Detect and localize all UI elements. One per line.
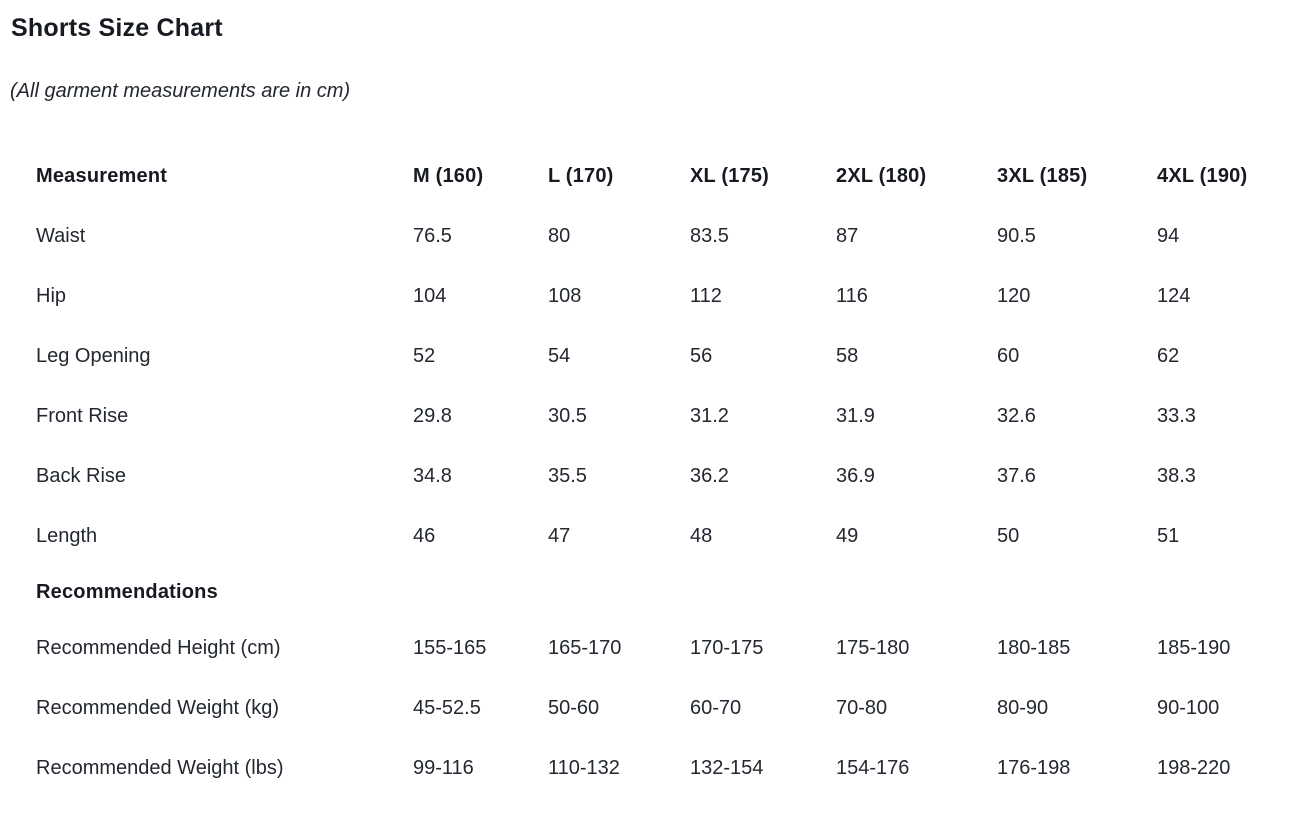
cell-value: 58 bbox=[836, 345, 859, 367]
cell-value: 46 bbox=[413, 525, 436, 547]
cell-value: 165-170 bbox=[548, 637, 622, 659]
cell-value: 47 bbox=[548, 525, 571, 547]
row-label: Back Rise bbox=[36, 465, 127, 487]
column-header-measurement: Measurement bbox=[36, 165, 168, 187]
cell-value: 62 bbox=[1157, 345, 1180, 367]
page-title: Shorts Size Chart bbox=[11, 14, 223, 42]
column-header: L (170) bbox=[548, 165, 614, 187]
cell-value: 104 bbox=[413, 285, 447, 307]
cell-value: 83.5 bbox=[690, 225, 729, 247]
cell-value: 176-198 bbox=[997, 757, 1071, 779]
section-header: Recommendations bbox=[36, 581, 218, 603]
cell-value: 32.6 bbox=[997, 405, 1036, 427]
cell-value: 38.3 bbox=[1157, 465, 1196, 487]
cell-value: 108 bbox=[548, 285, 582, 307]
cell-value: 51 bbox=[1157, 525, 1180, 547]
cell-value: 155-165 bbox=[413, 637, 487, 659]
cell-value: 116 bbox=[836, 285, 868, 307]
cell-value: 80 bbox=[548, 225, 571, 247]
row-label: Hip bbox=[36, 285, 67, 307]
column-header: M (160) bbox=[413, 165, 484, 187]
cell-value: 56 bbox=[690, 345, 713, 367]
cell-value: 60-70 bbox=[690, 697, 742, 719]
cell-value: 198-220 bbox=[1157, 757, 1231, 779]
cell-value: 37.6 bbox=[997, 465, 1036, 487]
row-label: Recommended Height (cm) bbox=[36, 637, 281, 659]
cell-value: 31.2 bbox=[690, 405, 729, 427]
cell-value: 54 bbox=[548, 345, 571, 367]
size-chart-page: Shorts Size Chart (All garment measureme… bbox=[0, 14, 1308, 836]
cell-value: 35.5 bbox=[548, 465, 587, 487]
size-table: Measurement M (160) L (170) XL (175) 2XL (18… bbox=[36, 146, 1308, 798]
column-header: 2XL (180) bbox=[836, 165, 927, 187]
column-header: 4XL (190) bbox=[1157, 165, 1248, 187]
cell-value: 99-116 bbox=[413, 757, 474, 779]
cell-value: 30.5 bbox=[548, 405, 587, 427]
cell-value: 170-175 bbox=[690, 637, 764, 659]
cell-value: 34.8 bbox=[413, 465, 452, 487]
cell-value: 90-100 bbox=[1157, 697, 1220, 719]
cell-value: 120 bbox=[997, 285, 1031, 307]
row-label: Recommended Weight (lbs) bbox=[36, 757, 284, 779]
cell-value: 185-190 bbox=[1157, 637, 1231, 659]
cell-value: 50-60 bbox=[548, 697, 600, 719]
cell-value: 29.8 bbox=[413, 405, 452, 427]
row-label: Front Rise bbox=[36, 405, 129, 427]
cell-value: 36.9 bbox=[836, 465, 875, 487]
cell-value: 49 bbox=[836, 525, 859, 547]
column-header: 3XL (185) bbox=[997, 165, 1088, 187]
cell-value: 60 bbox=[997, 345, 1020, 367]
cell-value: 90.5 bbox=[997, 225, 1036, 247]
cell-value: 70-80 bbox=[836, 697, 888, 719]
cell-value: 110-132 bbox=[548, 757, 620, 779]
cell-value: 45-52.5 bbox=[413, 697, 481, 719]
cell-value: 48 bbox=[690, 525, 713, 547]
cell-value: 33.3 bbox=[1157, 405, 1196, 427]
cell-value: 175-180 bbox=[836, 637, 910, 659]
measurement-note: (All garment measurements are in cm) bbox=[10, 80, 351, 102]
cell-value: 94 bbox=[1157, 225, 1180, 247]
cell-value: 31.9 bbox=[836, 405, 875, 427]
cell-value: 76.5 bbox=[413, 225, 452, 247]
cell-value: 180-185 bbox=[997, 637, 1071, 659]
row-label: Length bbox=[36, 525, 98, 547]
row-label: Waist bbox=[36, 225, 86, 247]
row-label: Leg Opening bbox=[36, 345, 151, 367]
cell-value: 87 bbox=[836, 225, 859, 247]
cell-value: 124 bbox=[1157, 285, 1191, 307]
cell-value: 80-90 bbox=[997, 697, 1049, 719]
cell-value: 52 bbox=[413, 345, 436, 367]
cell-value: 154-176 bbox=[836, 757, 910, 779]
cell-value: 50 bbox=[997, 525, 1020, 547]
cell-value: 36.2 bbox=[690, 465, 729, 487]
cell-value: 132-154 bbox=[690, 757, 764, 779]
row-label: Recommended Weight (kg) bbox=[36, 697, 280, 719]
column-header: XL (175) bbox=[690, 165, 770, 187]
cell-value: 112 bbox=[690, 285, 722, 307]
